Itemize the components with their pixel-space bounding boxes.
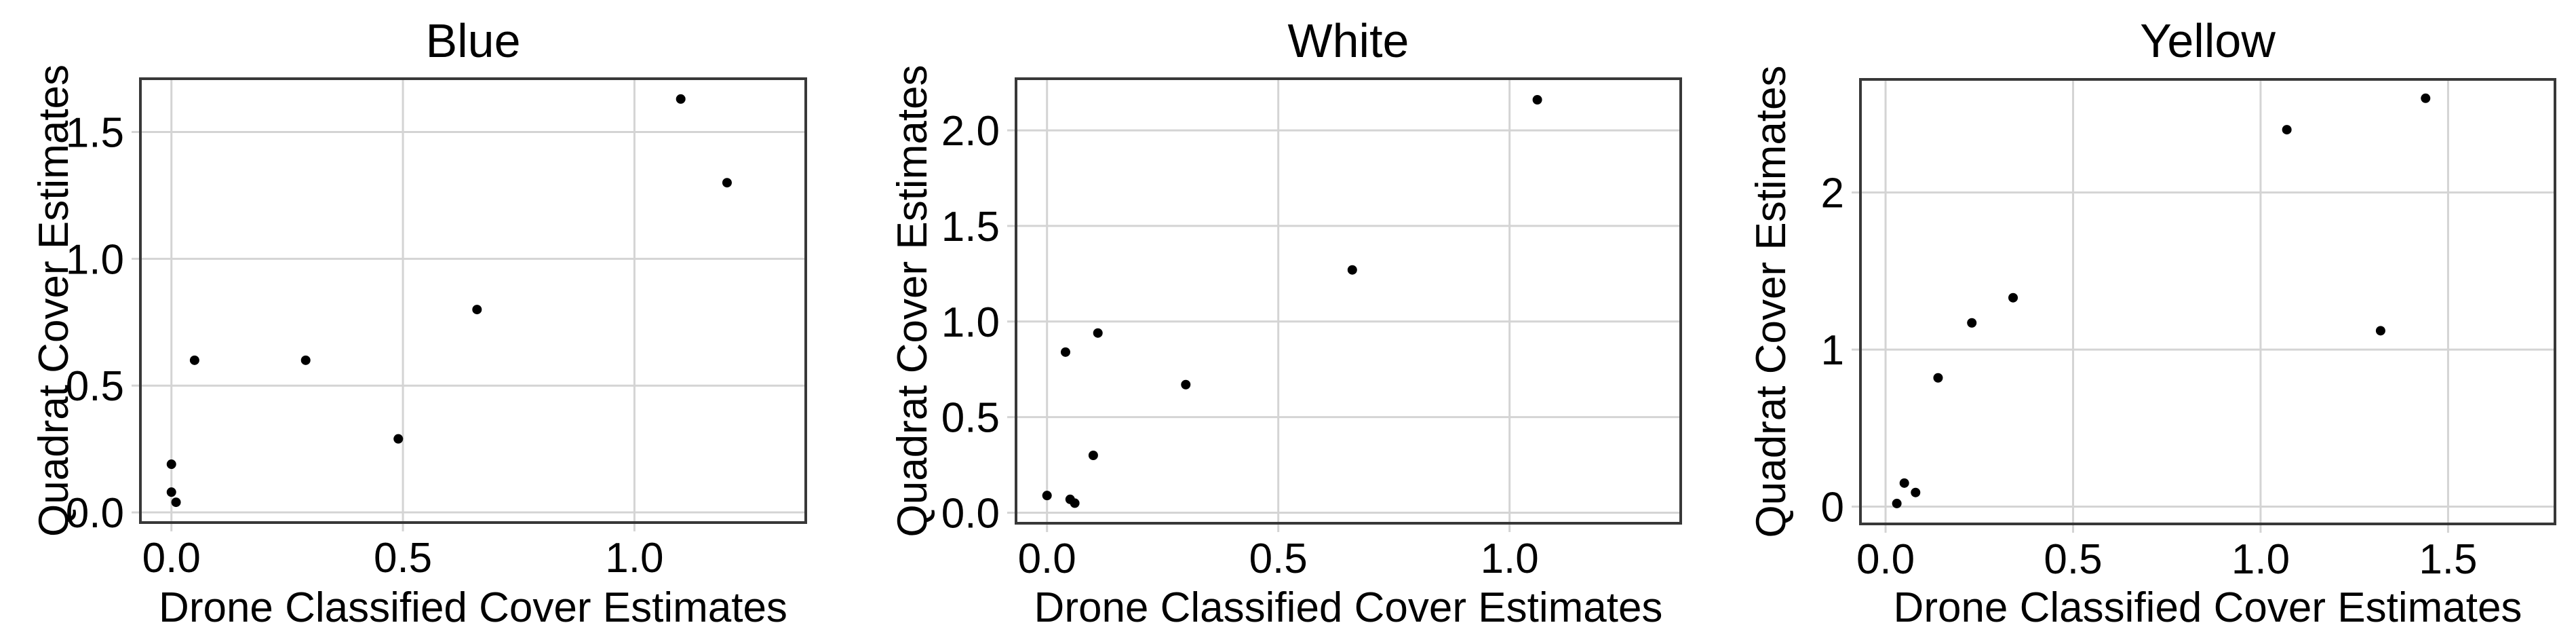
y-tick-label: 0.0 — [941, 491, 1000, 537]
data-point — [2375, 326, 2385, 336]
panel-title: Yellow — [2140, 14, 2276, 67]
plot-frame — [1859, 78, 2556, 525]
x-tick-label: 0.0 — [142, 535, 201, 582]
chart-svg: White 0.0 0.5 1.0 0.0 0.5 1.0 1.5 2.0 Drone Class… — [859, 0, 1717, 642]
y-tick-label: 1.0 — [941, 299, 1000, 346]
x-tick-label: 0.5 — [1249, 535, 1308, 582]
data-point — [1911, 487, 1921, 497]
y-tick-label: 1.0 — [66, 236, 124, 283]
data-point — [1892, 498, 1902, 508]
panel-title: White — [1288, 14, 1409, 67]
x-axis-title: Drone Classified Cover Estimates — [1894, 584, 2522, 631]
y-tick-label: 0 — [1821, 485, 1844, 531]
y-axis-title: Quadrat Cover Estimates — [1748, 65, 1795, 537]
panel-white: White 0.0 0.5 1.0 0.0 0.5 1.0 1.5 2.0 Drone Class… — [859, 0, 1717, 642]
data-point — [722, 178, 732, 188]
y-tick-label: 2 — [1821, 170, 1844, 217]
data-point — [1899, 478, 1909, 488]
data-point — [2282, 125, 2292, 135]
data-point — [1093, 328, 1103, 338]
x-tick-label: 0.0 — [1018, 535, 1076, 582]
x-axis-title: Drone Classified Cover Estimates — [1034, 584, 1663, 631]
y-tick-label: 0.5 — [941, 395, 1000, 442]
data-point — [1070, 498, 1080, 508]
y-tick-label: 0.5 — [66, 363, 124, 410]
x-tick-label: 0.5 — [2044, 536, 2102, 583]
data-point — [166, 487, 176, 497]
y-tick-label: 2.0 — [941, 108, 1000, 155]
data-point — [1060, 347, 1070, 357]
data-point — [393, 434, 404, 444]
chart-svg: Yellow 0.0 0.5 1.0 1.5 0 1 2 Drone Classified Co… — [1717, 0, 2576, 642]
x-tick-label: 1.0 — [2231, 536, 2290, 583]
data-point — [1967, 318, 1977, 328]
data-point — [1933, 373, 1943, 383]
y-tick-label: 0.0 — [66, 490, 124, 537]
plot-frame — [139, 77, 807, 524]
plot-area — [1860, 79, 2555, 524]
x-tick-label: 0.0 — [1856, 536, 1915, 583]
y-tick-label: 1 — [1821, 327, 1844, 374]
data-point — [171, 497, 181, 508]
chart-svg: Blue 0.0 0.5 1.0 0.0 0.5 1.0 1.5 Drone Classifie… — [0, 0, 859, 642]
plot-frame — [1015, 77, 1682, 525]
panel-blue: Blue 0.0 0.5 1.0 0.0 0.5 1.0 1.5 Drone Classifie… — [0, 0, 859, 642]
x-axis-title: Drone Classified Cover Estimates — [159, 584, 787, 631]
data-point — [1532, 94, 1542, 105]
data-point — [166, 459, 176, 470]
data-point — [1042, 491, 1052, 501]
data-point — [472, 305, 482, 315]
data-point — [189, 355, 199, 365]
panel-yellow: Yellow 0.0 0.5 1.0 1.5 0 1 2 Drone Classified Co… — [1717, 0, 2576, 642]
x-tick-label: 1.0 — [1481, 535, 1539, 582]
plot-area — [140, 79, 806, 523]
y-axis-title: Quadrat Cover Estimates — [889, 64, 936, 537]
data-point — [2421, 93, 2431, 103]
y-tick-label: 1.5 — [941, 204, 1000, 250]
data-point — [676, 94, 686, 104]
data-point — [1347, 265, 1357, 275]
y-tick-label: 1.5 — [66, 109, 124, 156]
plot-area — [1016, 79, 1681, 523]
x-tick-label: 1.0 — [605, 535, 663, 582]
data-point — [2008, 292, 2018, 303]
x-tick-label: 0.5 — [374, 535, 432, 582]
data-point — [1088, 450, 1098, 460]
data-point — [1181, 379, 1191, 390]
panel-title: Blue — [425, 14, 520, 67]
y-axis-title: Quadrat Cover Estimates — [31, 64, 77, 537]
x-tick-label: 1.5 — [2419, 536, 2477, 583]
data-point — [300, 355, 311, 365]
